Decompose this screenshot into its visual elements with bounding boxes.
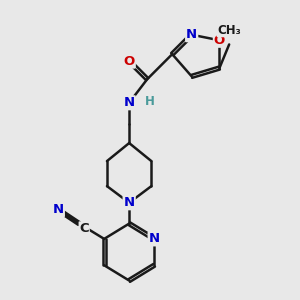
Text: O: O — [214, 34, 225, 47]
Text: H: H — [144, 95, 154, 108]
Text: N: N — [53, 203, 64, 216]
Text: O: O — [124, 55, 135, 68]
Text: N: N — [124, 96, 135, 109]
Text: N: N — [148, 232, 160, 245]
Text: N: N — [124, 196, 135, 209]
Text: C: C — [80, 222, 89, 235]
Text: CH₃: CH₃ — [217, 24, 241, 37]
Text: N: N — [186, 28, 197, 41]
